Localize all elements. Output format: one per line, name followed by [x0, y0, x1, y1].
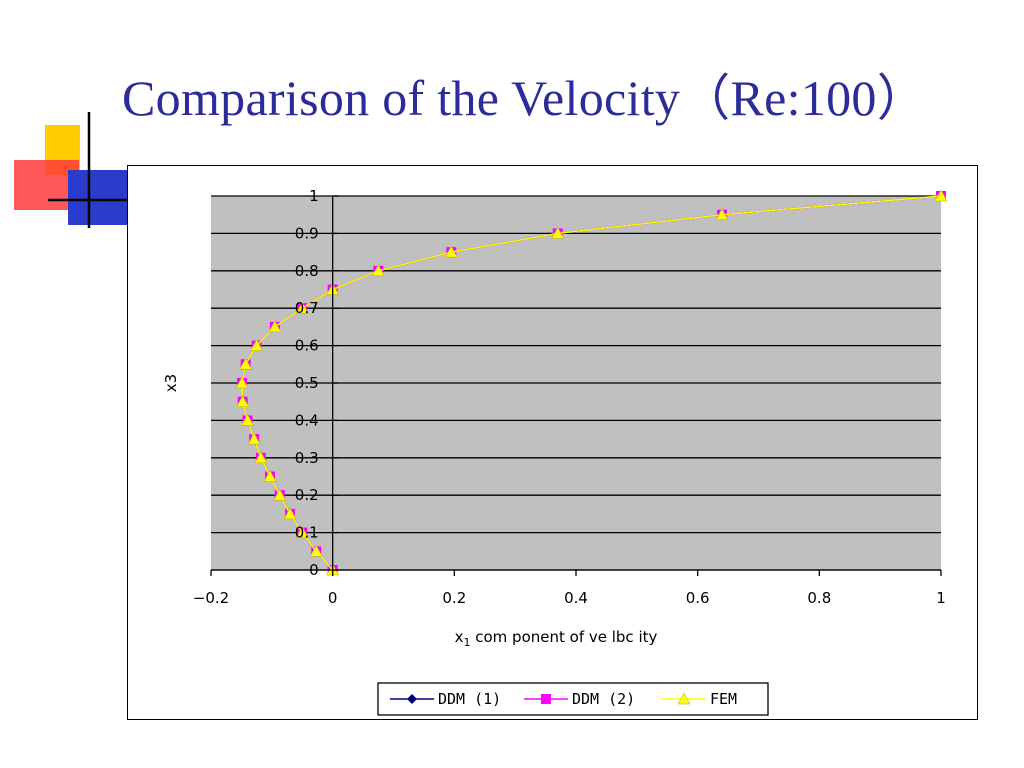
series-2-point-7 [247, 432, 261, 445]
legend-label-1: DDM (2) [572, 690, 635, 708]
y-tick-label-4: 0.4 [295, 411, 319, 429]
series-2-point-1 [309, 544, 323, 557]
series-2-point-14 [295, 301, 309, 314]
series-2-point-12 [250, 339, 264, 351]
slide-title: Comparison of the Velocity（Re:100） [122, 70, 928, 126]
series-2-point-2 [295, 526, 309, 538]
axes [210, 195, 942, 576]
plot-area [211, 189, 948, 576]
series-2-point-16 [371, 264, 385, 277]
y-tick-label-8: 0.8 [295, 262, 319, 280]
blue-square [68, 170, 128, 225]
series-2-point-17 [444, 245, 458, 258]
y-tick-label-1: 0.1 [295, 524, 319, 542]
series-2-point-13 [268, 320, 282, 333]
series-2-point-11 [239, 357, 253, 370]
tick-labels: 0 0.1 0.2 0.3 0.4 0.5 0.6 0.7 0.8 0.9 1 −0.2 0 0.2 0.4… [193, 187, 946, 607]
y-tick-label-10: 1 [309, 187, 319, 205]
y-tick-label-0: 0 [309, 561, 319, 579]
x-tick-label-5: 0.8 [807, 589, 831, 607]
x-tick-label-6: 1 [936, 589, 946, 607]
x-axis-title: x1 com ponent of ve lbc ity [455, 628, 658, 649]
chart-frame: 0 0.1 0.2 0.3 0.4 0.5 0.6 0.7 0.8 0.9 1 −0.2 0 0.2 0.4… [127, 165, 978, 720]
series-2-point-8 [241, 413, 254, 426]
y-tick-label-6: 0.6 [295, 337, 319, 355]
x-tick-label-3: 0.4 [564, 589, 588, 607]
x-tick-label-0: −0.2 [193, 589, 229, 607]
series-2-point-4 [273, 488, 287, 501]
x-axis-title-rest: com ponent of ve lbc ity [470, 628, 657, 646]
x-axis-title-subscript: 1 [463, 636, 470, 649]
series-2-point-18 [551, 226, 565, 239]
x-tick-label-4: 0.6 [686, 589, 710, 607]
velocity-chart: 0 0.1 0.2 0.3 0.4 0.5 0.6 0.7 0.8 0.9 1 −0.2 0 0.2 0.4… [162, 187, 948, 716]
series-2-point-20 [934, 189, 948, 202]
y-tick-label-3: 0.3 [295, 449, 319, 467]
series-2-point-5 [263, 469, 277, 482]
legend-marker-0 [407, 694, 417, 704]
series-2-point-10 [235, 376, 249, 389]
y-tick-label-9: 0.9 [295, 224, 319, 242]
x-tick-label-1: 0 [328, 589, 338, 607]
y-tick-label-2: 0.2 [295, 486, 319, 504]
series-2-point-6 [254, 451, 268, 464]
decorative-logo-icon [14, 112, 128, 228]
series-2-point-19 [715, 208, 729, 220]
x-tick-label-2: 0.2 [442, 589, 466, 607]
y-tick-label-5: 0.5 [295, 374, 319, 392]
y-tick-label-7: 0.7 [295, 299, 319, 317]
x-axis-title-main: x [455, 628, 464, 646]
series-2-point-9 [236, 395, 250, 407]
series-2-point-3 [283, 507, 297, 520]
y-axis-title: x3 [162, 374, 180, 392]
legend-marker-2 [677, 692, 691, 705]
legend: DDM (1) DDM (2) FEM [377, 682, 769, 716]
legend-label-2: FEM [710, 690, 737, 708]
legend-label-0: DDM (1) [438, 690, 501, 708]
legend-marker-1 [541, 694, 551, 704]
